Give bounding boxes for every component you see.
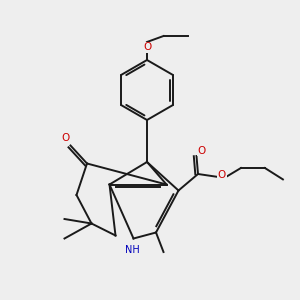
Text: O: O xyxy=(198,146,206,156)
Text: O: O xyxy=(61,133,69,143)
Text: O: O xyxy=(143,42,151,52)
Text: NH: NH xyxy=(124,245,140,255)
Text: O: O xyxy=(218,170,226,181)
